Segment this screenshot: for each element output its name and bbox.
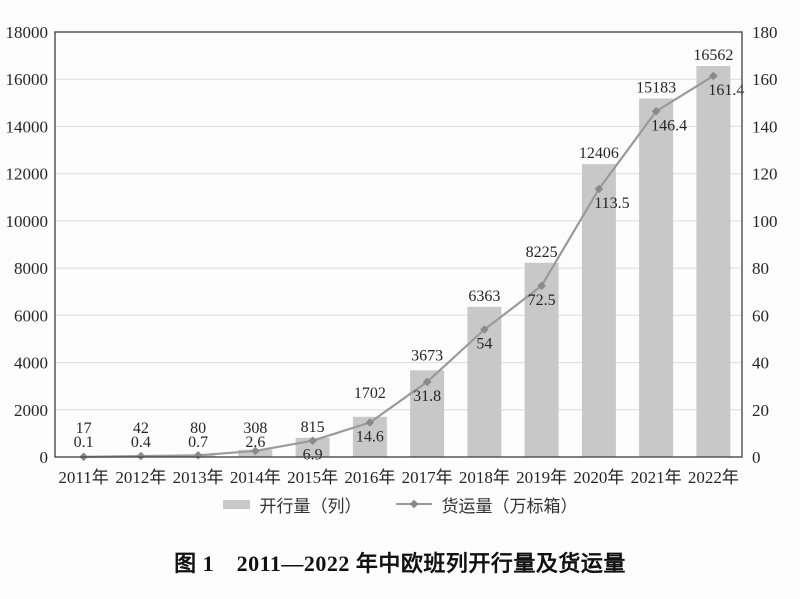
figure-caption: 图 1 2011—2022 年中欧班列开行量及货运量 — [174, 551, 626, 576]
line-value-label: 161.4 — [708, 82, 744, 99]
legend-item-freight: 货运量（万标箱） — [395, 492, 578, 517]
line-value-label: 6.9 — [303, 447, 323, 464]
line-value-label: 0.4 — [131, 434, 151, 451]
y-tick-label-left: 0 — [40, 448, 49, 467]
y-tick-label-right: 60 — [752, 306, 769, 325]
x-tick-label: 2011年 — [58, 468, 108, 487]
x-tick-label: 2019年 — [516, 468, 567, 487]
diamond-marker-icon — [409, 499, 418, 509]
bar-2020年 — [581, 164, 616, 457]
bar-value-label: 12406 — [579, 145, 619, 162]
freight-marker-2020年 — [594, 184, 604, 194]
legend-label-trains: 开行量（列） — [259, 496, 362, 516]
y-tick-label-left: 10000 — [6, 212, 49, 231]
line-value-label: 14.6 — [356, 429, 384, 446]
bar-value-label: 15183 — [636, 80, 676, 97]
y-tick-label-left: 4000 — [14, 354, 48, 373]
y-tick-label-left: 2000 — [14, 401, 48, 420]
freight-line — [83, 74, 714, 458]
bar-value-label: 16562 — [693, 47, 733, 64]
legend-label-freight: 货运量（万标箱） — [441, 496, 578, 516]
freight-marker-2021年 — [651, 107, 661, 116]
bar-value-label: 815 — [301, 419, 325, 436]
y-tick-label-left: 16000 — [6, 70, 49, 89]
x-tick-label: 2013年 — [173, 468, 224, 487]
line-value-label: 113.5 — [594, 195, 629, 212]
y-tick-label-right: 160 — [752, 70, 778, 89]
freight-marker-2018年 — [480, 325, 489, 334]
x-tick-label: 2014年 — [230, 468, 281, 487]
bar-value-label: 80 — [190, 420, 206, 437]
freight-marker-2014年 — [251, 446, 260, 456]
plot-frame — [54, 31, 743, 458]
line-swatch-icon — [395, 499, 432, 509]
y-tick-label-left: 14000 — [6, 117, 49, 136]
freight-marker-2016年 — [365, 418, 375, 427]
line-value-label: 0.1 — [74, 434, 94, 451]
y-tick-label-right: 20 — [752, 401, 769, 420]
y-tick-label-right: 180 — [752, 23, 778, 42]
x-tick-label: 2022年 — [688, 468, 739, 487]
y-tick-label-left: 8000 — [14, 259, 48, 278]
y-tick-label-right: 80 — [752, 259, 769, 278]
line-value-label: 2.6 — [245, 434, 265, 451]
bar-value-label: 1702 — [354, 385, 386, 402]
x-tick-label: 2015年 — [287, 468, 338, 487]
freight-marker-2013年 — [193, 451, 203, 460]
line-value-label: 31.8 — [413, 388, 441, 405]
y-tick-label-left: 12000 — [6, 165, 49, 184]
y-tick-label-left: 18000 — [6, 23, 49, 42]
y-tick-label-right: 100 — [752, 212, 778, 231]
bar-value-label: 308 — [243, 420, 267, 437]
freight-marker-2012年 — [136, 451, 146, 461]
y-tick-label-right: 40 — [752, 354, 769, 373]
y-tick-label-right: 0 — [752, 448, 761, 467]
x-tick-label: 2021年 — [631, 468, 682, 487]
bar-value-label: 3673 — [411, 347, 443, 364]
line-value-label: 0.7 — [188, 434, 208, 451]
freight-marker-2017年 — [422, 377, 432, 387]
combo-chart: 170.1420.4800.73082.68156.9170214.636733… — [6, 23, 778, 487]
y-tick-label-right: 140 — [752, 117, 778, 136]
bar-value-label: 6363 — [468, 288, 500, 305]
y-tick-label-left: 6000 — [14, 306, 48, 325]
bar-2022年 — [696, 66, 731, 457]
x-tick-label: 2017年 — [402, 468, 453, 487]
x-tick-label: 2020年 — [573, 468, 624, 487]
y-tick-label-right: 120 — [752, 165, 778, 184]
line-value-label: 54 — [476, 336, 492, 353]
chart-legend: 开行量（列） 货运量（万标箱） — [0, 492, 800, 516]
x-tick-label: 2018年 — [459, 468, 510, 487]
bar-value-label: 8225 — [526, 244, 558, 261]
freight-marker-2022年 — [709, 71, 718, 81]
x-tick-label: 2016年 — [344, 468, 395, 487]
legend-item-trains: 开行量（列） — [222, 492, 362, 517]
bar-2021年 — [639, 98, 674, 457]
line-value-label: 146.4 — [651, 117, 687, 134]
bar-value-label: 17 — [76, 420, 92, 437]
bar-value-label: 42 — [133, 420, 149, 437]
freight-marker-2015年 — [308, 436, 317, 445]
line-value-label: 72.5 — [528, 292, 556, 309]
freight-marker-2019年 — [537, 281, 546, 291]
x-tick-label: 2012年 — [115, 468, 166, 487]
bar-swatch-icon — [222, 499, 250, 509]
